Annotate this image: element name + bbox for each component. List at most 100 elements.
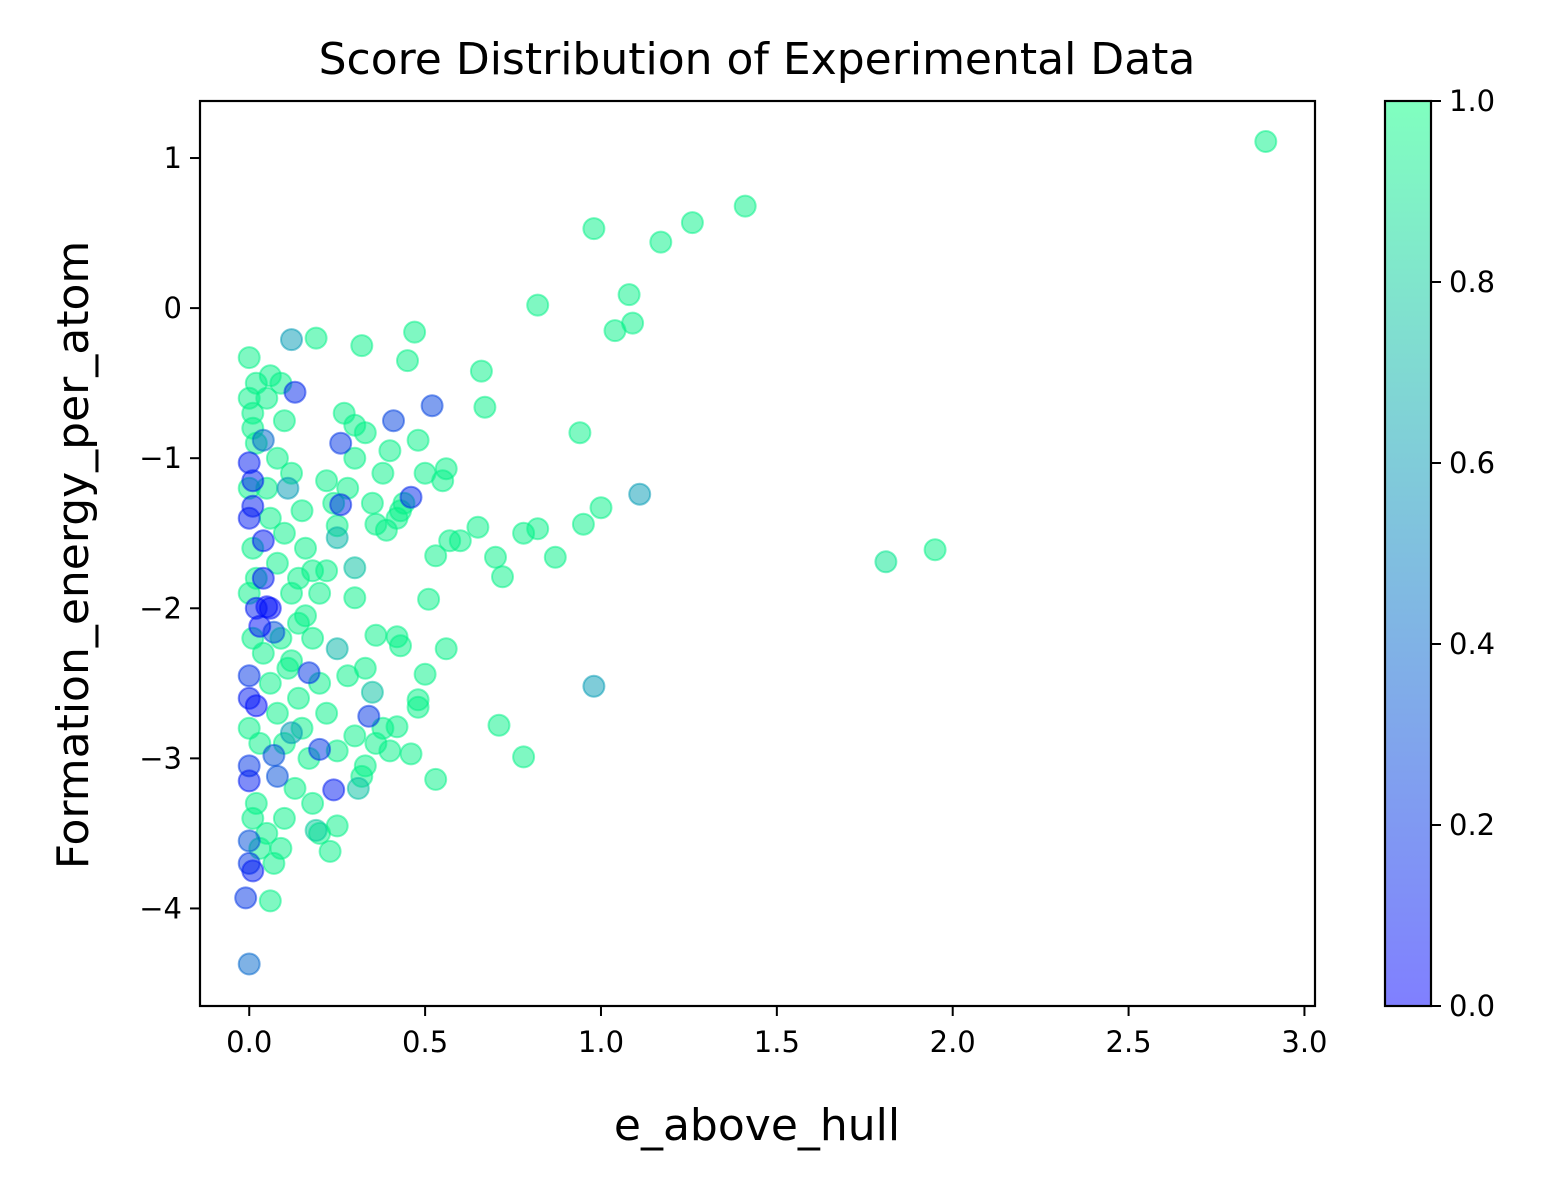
data-point [360,680,384,704]
data-point [353,421,377,445]
data-point [526,293,550,317]
data-point [280,581,303,605]
data-point [237,386,261,410]
data-point [304,326,328,350]
data-point [325,814,349,838]
y-tick-label: 0 [164,291,182,325]
y-axis: 1 0 −1 −2 −3 −4 [139,141,200,925]
data-point [406,428,430,452]
data-point [276,656,300,680]
colorbar-tick-label: 1.0 [1449,84,1495,118]
data-point [322,778,346,802]
data-point [364,623,388,647]
data-point [308,581,332,605]
data-point [248,614,272,638]
data-point [308,737,332,761]
data-point [329,493,353,517]
data-point [617,283,641,307]
data-point [290,499,314,523]
x-tick-label: 3.0 [1281,1025,1327,1059]
x-tick-label: 0.5 [402,1025,448,1059]
data-point [680,211,704,235]
x-tick-label: 1.0 [578,1025,624,1059]
colorbar-tick-label: 0.8 [1449,265,1495,299]
data-point [399,485,423,509]
data-point [582,217,606,241]
data-point [589,496,613,520]
data-point [378,439,402,463]
data-point [304,818,328,842]
data-point [332,401,356,425]
data-point [491,565,514,589]
colorbar-tick-label: 0.2 [1449,808,1495,842]
colorbar-tick-label: 0.6 [1449,446,1495,480]
data-point [280,328,303,352]
data-point [301,626,325,650]
x-axis: 0.0 0.5 1.0 1.5 2.0 2.5 3.0 [226,1006,1328,1059]
data-point [283,380,307,404]
data-point [571,512,595,536]
y-tick-label: −4 [139,891,182,925]
data-point [251,428,275,452]
data-point [568,421,592,445]
data-point [512,745,536,769]
data-point [336,664,360,688]
data-point [272,409,296,433]
data-point [343,724,367,748]
data-point [1254,130,1278,153]
data-point [283,776,307,800]
data-point [357,704,381,728]
y-tick-label: −3 [139,741,182,775]
data-point [237,451,261,475]
data-point [237,952,261,976]
data-point [512,521,536,545]
data-point [399,742,423,766]
data-point [265,701,289,725]
data-point [241,806,265,830]
data-point [251,529,275,553]
data-point [360,491,384,515]
data-point [287,611,310,635]
data-point [649,230,673,254]
data-point [603,319,627,343]
x-tick-label: 2.5 [1106,1025,1152,1059]
data-point [276,476,300,500]
data-point [287,686,310,710]
data-point [265,446,289,470]
y-tick-label: −2 [139,591,182,625]
data-point [325,526,349,550]
data-point [258,889,282,913]
data-point [343,586,367,610]
data-point [294,536,317,560]
data-point [378,739,402,763]
data-point [353,754,377,778]
y-tick-label: 1 [164,141,182,175]
data-point [424,767,448,791]
data-point [244,694,268,718]
data-point [272,521,296,545]
data-point [318,839,342,863]
data-point [434,457,458,481]
data-point [343,446,367,470]
data-point [424,544,448,568]
data-point [473,395,497,419]
plot-area-frame [198,99,1317,1008]
data-point [280,721,303,745]
data-point [255,595,279,619]
data-point [315,559,339,583]
data-point [315,701,339,725]
data-point [241,859,265,883]
y-axis-label: Formation_energy_per_atom [48,241,99,869]
data-point [265,551,289,575]
data-point [923,538,947,562]
data-point [733,194,757,218]
data-point [237,506,261,530]
x-tick-label: 0.0 [226,1025,272,1059]
data-point [389,634,412,658]
data-point [329,431,353,455]
data-point [628,482,652,506]
data-point [469,359,493,383]
colorbar-tick-label: 0.0 [1449,989,1495,1023]
data-point [262,743,286,767]
